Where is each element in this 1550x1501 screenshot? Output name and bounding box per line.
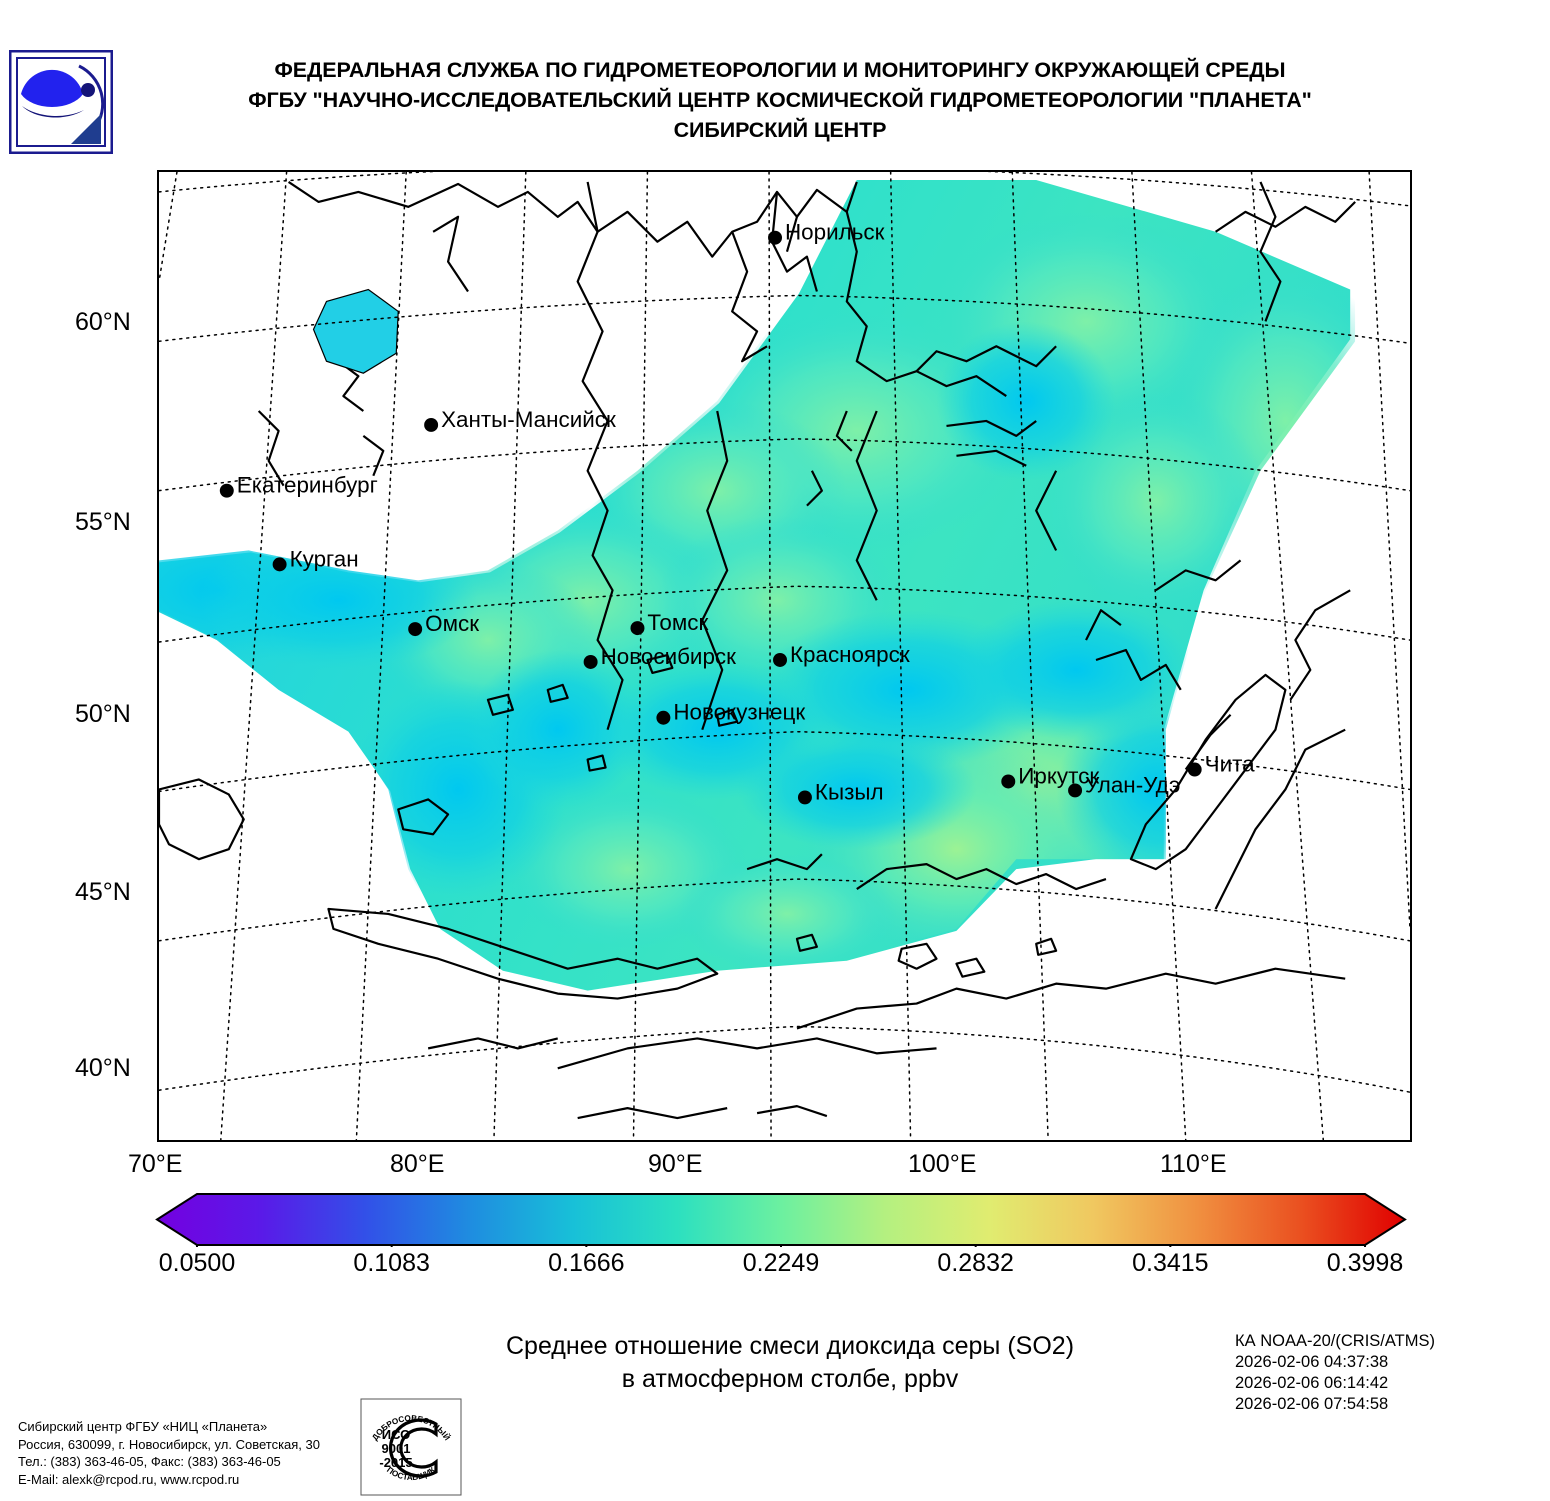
- city-dot: [656, 710, 671, 725]
- longitude-label: 110°E: [1160, 1150, 1227, 1178]
- colorbar-tick-label: 0.3998: [1326, 1249, 1404, 1277]
- iso-certification-badge: ДОБРОСОВЕСТНЫЙ ПОСТАВЩИК ИСО 9001 -2015: [360, 1398, 462, 1496]
- city-marker: Иркутск: [1001, 763, 1099, 788]
- city-label: Екатеринбург: [237, 473, 378, 498]
- colorbar-tick-label: 0.2832: [937, 1249, 1014, 1277]
- city-dot: [424, 417, 439, 432]
- planeta-logo: [8, 49, 114, 155]
- longitude-label: 80°E: [390, 1150, 445, 1178]
- satellite-pass-1: 2026-02-06 04:37:38: [1235, 1353, 1389, 1371]
- city-dot: [1187, 762, 1202, 777]
- latitude-label: 40°N: [75, 1054, 131, 1082]
- city-label: Курган: [290, 546, 359, 571]
- so2-field: [159, 179, 1356, 991]
- city-label: Норильск: [785, 220, 885, 245]
- city-marker: Новосибирск: [583, 644, 737, 669]
- caption-line-1: Среднее отношение смеси диоксида серы (S…: [505, 1332, 1075, 1360]
- city-marker: Томск: [630, 610, 708, 635]
- header-line-2: ФГБУ "НАУЧНО-ИССЛЕДОВАТЕЛЬСКИЙ ЦЕНТР КОС…: [248, 88, 1312, 112]
- city-dot: [1068, 783, 1083, 798]
- city-label: Улан-Удэ: [1085, 772, 1180, 797]
- iso-line-3: -2015: [379, 1455, 412, 1470]
- header-line-1: ФЕДЕРАЛЬНАЯ СЛУЖБА ПО ГИДРОМЕТЕОРОЛОГИИ …: [274, 58, 1286, 82]
- header-line-3: СИБИРСКИЙ ЦЕНТР: [673, 118, 887, 142]
- longitude-label: 70°E: [128, 1150, 183, 1178]
- footer-email: E-Mail: alexk@rcpod.ru, www.rcpod.ru: [18, 1471, 240, 1487]
- latitude-label: 55°N: [75, 508, 131, 536]
- city-label: Новокузнецк: [673, 700, 805, 725]
- coastlines: [159, 181, 1356, 1120]
- footer-contact: Сибирский центр ФГБУ «НИЦ «Планета» Росс…: [18, 1418, 320, 1488]
- satellite-pass-2: 2026-02-06 06:14:42: [1235, 1374, 1389, 1392]
- city-dot: [1001, 774, 1016, 789]
- city-dot: [773, 653, 787, 667]
- iso-line-1: ИСО: [382, 1427, 411, 1442]
- latitude-label: 60°N: [75, 308, 131, 336]
- colorbar-tick-label: 0.3415: [1132, 1249, 1209, 1277]
- city-dot: [272, 557, 287, 572]
- city-marker: Кызыл: [797, 779, 884, 805]
- city-label: Томск: [647, 610, 708, 635]
- city-label: Чита: [1205, 752, 1255, 777]
- footer-phone: Тел.: (383) 363-46-05, Факс: (383) 363-4…: [18, 1454, 281, 1469]
- footer-address: Россия, 630099, г. Новосибирск, ул. Сове…: [18, 1436, 320, 1452]
- map-canvas: Норильск Ханты-Мансийск Екатеринбург Курган…: [159, 172, 1410, 1140]
- city-marker: Екатеринбург: [219, 473, 378, 498]
- latitude-label: 45°N: [75, 878, 131, 906]
- longitude-label: 100°E: [908, 1150, 977, 1178]
- city-label: Иркутск: [1018, 763, 1099, 788]
- city-layer: Норильск Ханты-Мансийск Екатеринбург Курган…: [219, 220, 1255, 805]
- city-marker: Омск: [408, 611, 479, 636]
- satellite-platform: КА NOAA-20/(CRIS/ATMS): [1235, 1332, 1435, 1350]
- city-marker: Чита: [1187, 752, 1255, 777]
- page-title: ФЕДЕРАЛЬНАЯ СЛУЖБА ПО ГИДРОМЕТЕОРОЛОГИИ …: [130, 55, 1430, 145]
- city-label: Ханты-Мансийск: [441, 407, 616, 432]
- city-dot: [219, 483, 234, 498]
- city-dot: [583, 655, 598, 669]
- city-dot: [630, 621, 645, 636]
- caption-line-2: в атмосферном столбе, ppbv: [621, 1365, 959, 1393]
- city-marker: Ханты-Мансийск: [424, 407, 616, 432]
- city-label: Омск: [425, 611, 479, 636]
- footer-org: Сибирский центр ФГБУ «НИЦ «Планета»: [18, 1419, 268, 1434]
- colorbar-tick-label: 0.1083: [353, 1249, 430, 1277]
- latitude-label: 50°N: [75, 700, 131, 728]
- city-label: Красноярск: [790, 642, 910, 667]
- lake-polygon: [312, 288, 399, 374]
- city-marker: Красноярск: [773, 642, 910, 667]
- colorbar-tick-label: 0.1666: [548, 1249, 625, 1277]
- city-label: Кызыл: [815, 779, 884, 804]
- city-dot: [768, 230, 783, 245]
- city-marker: Улан-Удэ: [1068, 772, 1180, 797]
- city-marker: Курган: [272, 546, 359, 572]
- satellite-info: КА NOAA-20/(CRIS/ATMS) 2026-02-06 04:37:…: [1235, 1331, 1435, 1415]
- city-marker: Новокузнецк: [656, 700, 805, 725]
- colorbar-tick-labels: 0.0500 0.1083 0.1666 0.2249 0.2832 0.3415 0.39…: [155, 1249, 1407, 1281]
- colorbar-tick-label: 0.2249: [742, 1249, 820, 1277]
- city-marker: Норильск: [768, 220, 885, 245]
- city-dot: [408, 622, 423, 637]
- graticule: [159, 172, 1410, 1140]
- colorbar: [155, 1192, 1407, 1247]
- iso-line-2: 9001: [382, 1441, 411, 1456]
- colorbar-tick-label: 0.0500: [158, 1249, 236, 1277]
- figure-caption: Среднее отношение смеси диоксида серы (S…: [400, 1330, 1180, 1396]
- longitude-label: 90°E: [648, 1150, 703, 1178]
- satellite-pass-3: 2026-02-06 07:54:58: [1235, 1395, 1389, 1413]
- city-label: Новосибирск: [601, 644, 737, 669]
- map-plot-area: Норильск Ханты-Мансийск Екатеринбург Курган…: [157, 170, 1412, 1142]
- city-dot: [797, 790, 812, 805]
